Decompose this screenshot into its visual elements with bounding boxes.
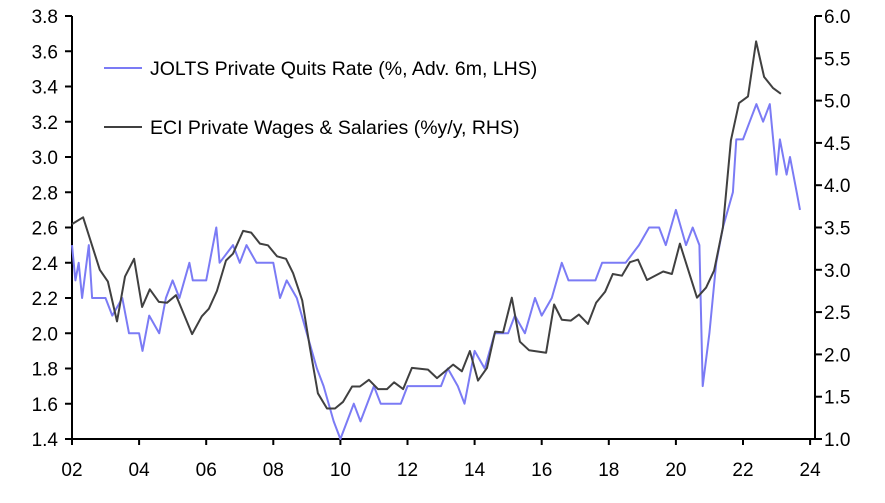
x-tick-label: 08 bbox=[263, 460, 284, 481]
left-tick-label: 1.8 bbox=[32, 360, 58, 381]
right-tick-label: 2.0 bbox=[824, 345, 850, 366]
legend-label-eci: ECI Private Wages & Salaries (%y/y, RHS) bbox=[150, 117, 520, 139]
left-tick-label: 3.6 bbox=[32, 42, 58, 63]
left-tick-label: 3.4 bbox=[32, 78, 59, 99]
right-tick-label: 5.5 bbox=[824, 49, 850, 70]
x-tick-label: 14 bbox=[464, 460, 486, 481]
right-tick-label: 4.5 bbox=[824, 134, 850, 155]
x-tick-label: 24 bbox=[800, 460, 822, 481]
x-tick-label: 10 bbox=[330, 460, 351, 481]
right-tick-label: 1.0 bbox=[824, 430, 850, 451]
left-tick-label: 2.0 bbox=[32, 324, 58, 345]
x-tick-label: 12 bbox=[397, 460, 418, 481]
x-tick-label: 22 bbox=[732, 460, 753, 481]
left-tick-label: 2.8 bbox=[32, 183, 58, 204]
legend: JOLTS Private Quits Rate (%, Adv. 6m, LH… bbox=[104, 58, 537, 139]
right-tick-label: 4.0 bbox=[824, 176, 850, 197]
right-tick-label: 3.0 bbox=[824, 261, 850, 282]
left-tick-label: 2.4 bbox=[32, 254, 59, 275]
x-tick-label: 18 bbox=[598, 460, 619, 481]
right-tick-label: 3.5 bbox=[824, 219, 850, 240]
right-tick-label: 2.5 bbox=[824, 303, 850, 324]
x-tick-label: 02 bbox=[61, 460, 82, 481]
left-tick-label: 2.2 bbox=[32, 289, 58, 310]
right-tick-label: 5.0 bbox=[824, 92, 850, 113]
left-tick-label: 3.2 bbox=[32, 113, 58, 134]
right-tick-label: 1.5 bbox=[824, 388, 850, 409]
x-tick-label: 06 bbox=[196, 460, 217, 481]
left-tick-label: 3.8 bbox=[32, 7, 58, 28]
right-tick-label: 6.0 bbox=[824, 7, 850, 28]
quits-rate-line bbox=[71, 103, 801, 440]
series-lines bbox=[71, 40, 801, 440]
left-tick-label: 1.6 bbox=[32, 395, 58, 416]
x-tick-label: 20 bbox=[665, 460, 686, 481]
legend-label-quits: JOLTS Private Quits Rate (%, Adv. 6m, LH… bbox=[150, 58, 537, 80]
x-tick-label: 04 bbox=[129, 460, 151, 481]
left-tick-label: 1.4 bbox=[32, 430, 59, 451]
left-tick-label: 2.6 bbox=[32, 219, 58, 240]
axes: 1.4 1.6 1.8 2.0 2.2 2.4 2.6 2.8 3.0 3.2 3.4 3.6 3.8 1… bbox=[32, 7, 851, 481]
x-tick-label: 16 bbox=[531, 460, 552, 481]
eci-wages-line bbox=[71, 40, 782, 410]
left-tick-label: 3.0 bbox=[32, 148, 58, 169]
